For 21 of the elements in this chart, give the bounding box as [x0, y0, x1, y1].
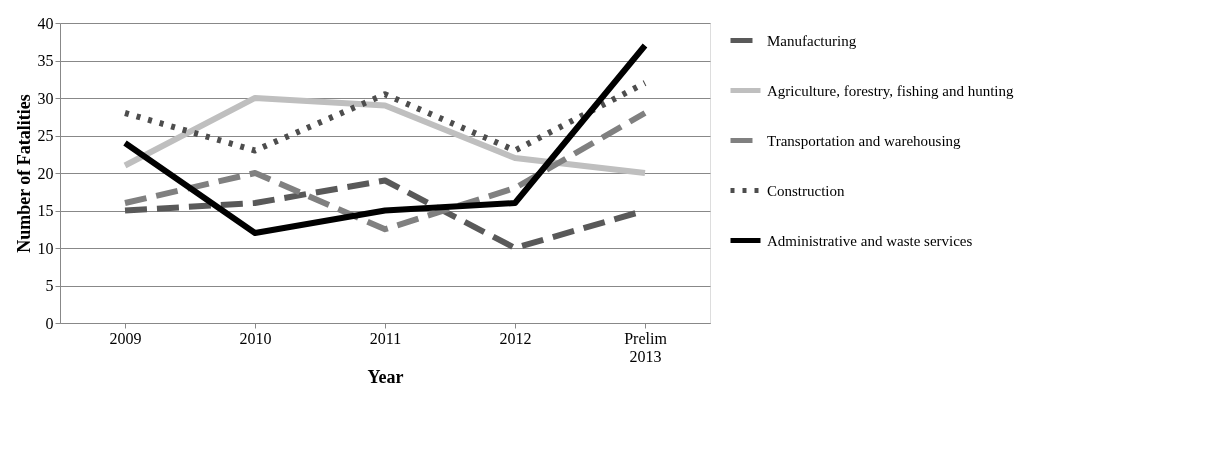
x-tick-label: Prelim 2013 [624, 329, 668, 365]
x-tick-label: 2011 [369, 329, 402, 347]
x-tick-label: 2009 [109, 329, 142, 347]
y-tick-label: 30 [37, 89, 54, 107]
legend-label: Agriculture, forestry, fishing and hunting [767, 82, 1014, 99]
y-tick-label: 5 [45, 277, 54, 294]
y-tick-label: 35 [37, 52, 54, 69]
legend-label: Transportation and warehousing [767, 132, 962, 149]
x-axis-title: Year [367, 366, 404, 387]
legend-label: Construction [767, 182, 845, 199]
y-tick-label: 0 [45, 314, 54, 332]
legend-label: Administrative and waste services [767, 232, 973, 249]
y-tick-label: 25 [37, 127, 54, 144]
y-axis-title: Number of Fatalities [13, 94, 34, 253]
x-tick-label: 2012 [499, 329, 532, 347]
y-tick-label: 40 [37, 14, 54, 32]
y-tick-label: 10 [37, 239, 54, 257]
y-tick-label: 15 [37, 202, 54, 219]
x-tick-label: 2010 [239, 329, 272, 347]
y-tick-label: 20 [37, 164, 54, 182]
legend-label: Manufacturing [767, 32, 857, 49]
